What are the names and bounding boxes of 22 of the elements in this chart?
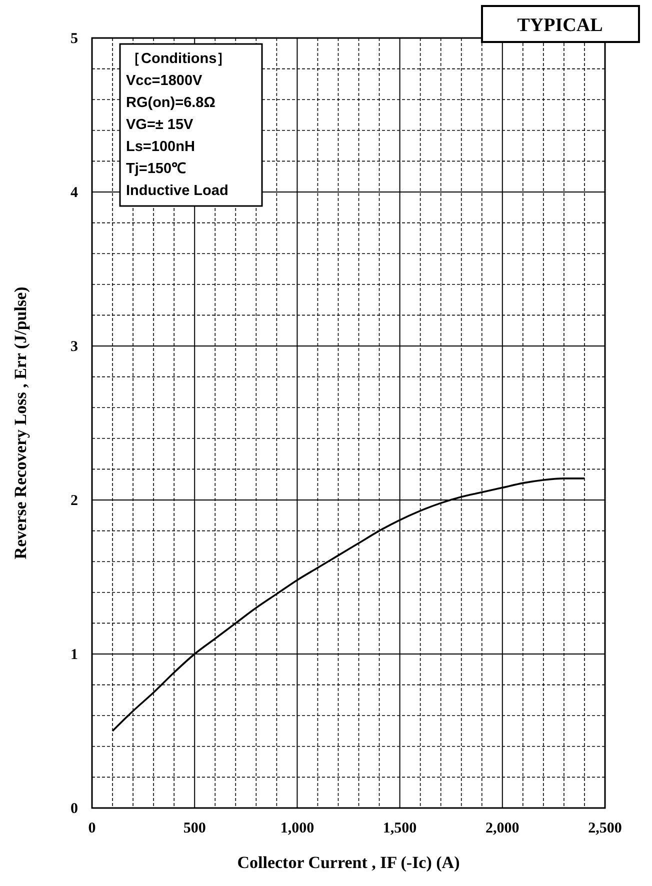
label-frame: TYPICAL <box>481 5 640 43</box>
x-tick-label: 2,000 <box>486 820 520 837</box>
y-tick-label: 3 <box>70 338 78 355</box>
x-tick-label: 2,500 <box>588 820 622 837</box>
annotation: Tj=150℃ <box>126 161 187 177</box>
y-tick-label: 0 <box>70 800 78 817</box>
y-tick-label: 2 <box>70 492 78 509</box>
y-tick-label: 5 <box>70 30 78 47</box>
y-tick-label: 4 <box>70 184 78 201</box>
annotation: Vcc=1800V <box>126 73 203 89</box>
x-tick-label: 1,500 <box>382 820 417 837</box>
annotation: VG=± 15V <box>126 117 194 133</box>
y-tick-label: 1 <box>70 646 78 663</box>
annotation: RG(on)=6.8Ω <box>126 95 216 111</box>
annotation: ［Conditions］ <box>126 51 232 67</box>
annotation: Ls=100nH <box>126 139 195 155</box>
x-tick-label: 1,000 <box>280 820 314 837</box>
x-tick-label: 0 <box>88 820 96 837</box>
x-tick-label: 500 <box>183 820 206 837</box>
y-axis-title: Reverse Recovery Loss , Err (J/pulse) <box>11 286 30 560</box>
x-axis-title: Collector Current , IF (-Ic) (A) <box>237 853 460 872</box>
annotation: Inductive Load <box>126 183 228 199</box>
